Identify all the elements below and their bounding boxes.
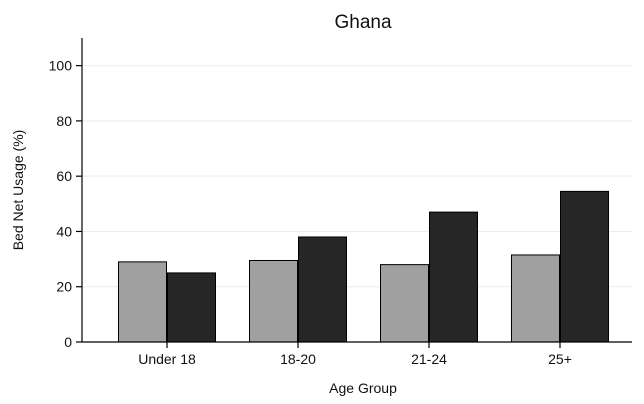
chart-title: Ghana bbox=[334, 12, 391, 33]
bar bbox=[380, 264, 429, 343]
x-axis-ticks: Under 18 18-20 21-24 25+ bbox=[138, 342, 572, 367]
bars bbox=[118, 190, 609, 343]
x-tick-label: Under 18 bbox=[138, 351, 196, 367]
bar bbox=[560, 190, 609, 343]
grid-lines bbox=[82, 65, 632, 288]
bar bbox=[118, 261, 167, 343]
bar bbox=[429, 211, 478, 343]
y-tick-label: 20 bbox=[56, 279, 72, 295]
x-tick-label: 25+ bbox=[548, 351, 572, 367]
y-tick-label: 80 bbox=[56, 113, 72, 129]
x-tick-label: 21-24 bbox=[411, 351, 447, 367]
y-axis-label: Bed Net Usage (%) bbox=[10, 130, 26, 251]
y-axis-ticks: 0 20 40 60 80 100 bbox=[49, 58, 82, 350]
y-tick-label: 0 bbox=[64, 334, 72, 350]
bar bbox=[249, 259, 298, 343]
y-tick-label: 40 bbox=[56, 223, 72, 239]
bar bbox=[511, 254, 560, 343]
bar bbox=[298, 236, 347, 343]
x-tick-label: 18-20 bbox=[280, 351, 316, 367]
axes bbox=[81, 38, 632, 343]
bar bbox=[167, 272, 216, 343]
y-tick-label: 60 bbox=[56, 168, 72, 184]
y-tick-label: 100 bbox=[49, 58, 73, 74]
x-axis-label: Age Group bbox=[329, 380, 397, 396]
